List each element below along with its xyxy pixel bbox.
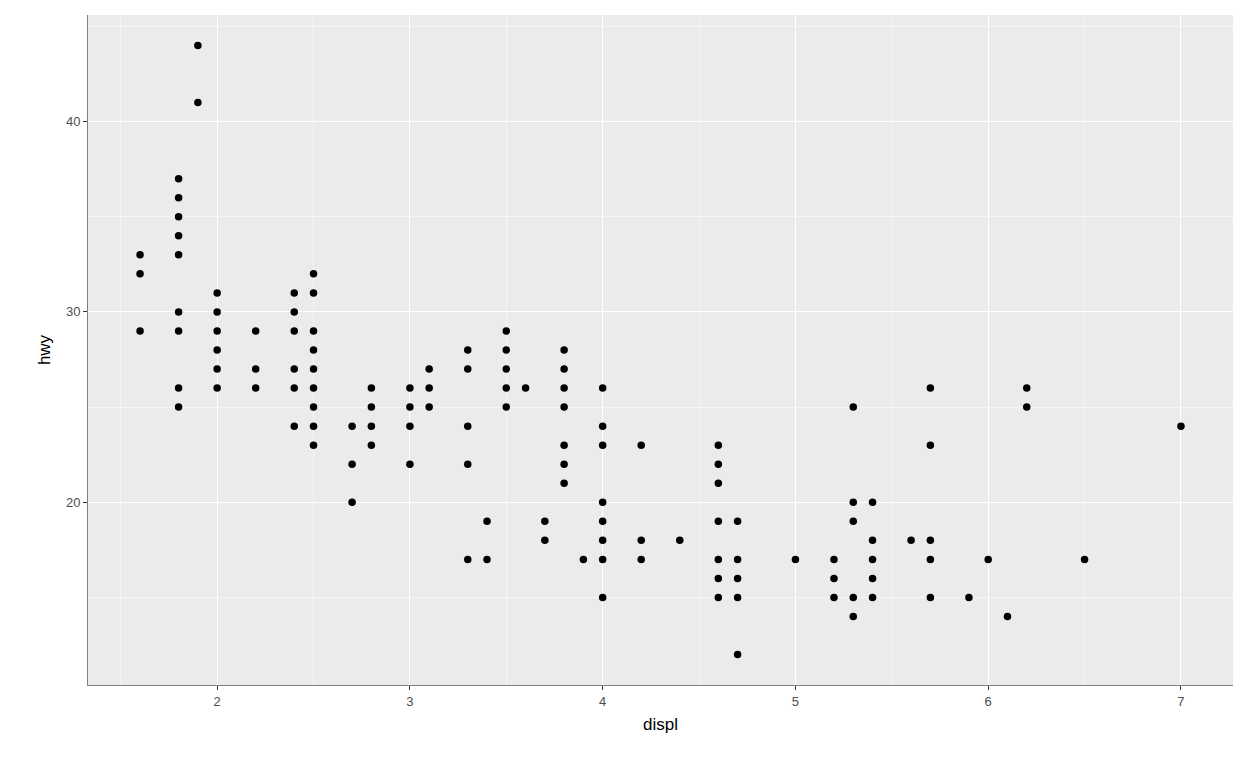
svg-text:3: 3 (406, 694, 413, 709)
svg-text:7: 7 (1177, 694, 1184, 709)
svg-text:40: 40 (66, 114, 80, 129)
svg-text:hwy: hwy (35, 334, 54, 365)
svg-text:5: 5 (792, 694, 799, 709)
svg-text:30: 30 (66, 304, 80, 319)
svg-text:displ: displ (643, 715, 678, 734)
svg-text:6: 6 (985, 694, 992, 709)
svg-text:4: 4 (599, 694, 606, 709)
svg-text:20: 20 (66, 495, 80, 510)
svg-text:2: 2 (214, 694, 221, 709)
